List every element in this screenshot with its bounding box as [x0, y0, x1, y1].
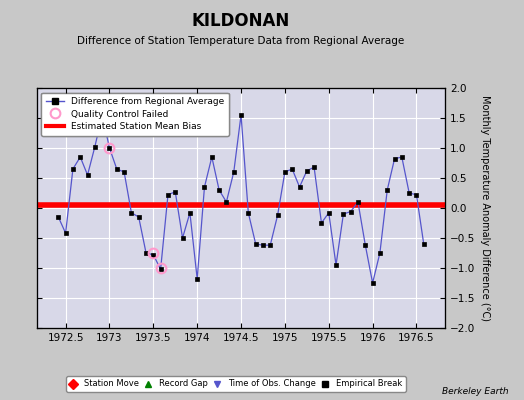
Legend: Difference from Regional Average, Quality Control Failed, Estimated Station Mean: Difference from Regional Average, Qualit…: [41, 92, 229, 136]
Text: KILDONAN: KILDONAN: [192, 12, 290, 30]
Text: Berkeley Earth: Berkeley Earth: [442, 387, 508, 396]
Text: Difference of Station Temperature Data from Regional Average: Difference of Station Temperature Data f…: [78, 36, 405, 46]
Legend: Station Move, Record Gap, Time of Obs. Change, Empirical Break: Station Move, Record Gap, Time of Obs. C…: [66, 376, 406, 392]
Y-axis label: Monthly Temperature Anomaly Difference (°C): Monthly Temperature Anomaly Difference (…: [480, 95, 490, 321]
